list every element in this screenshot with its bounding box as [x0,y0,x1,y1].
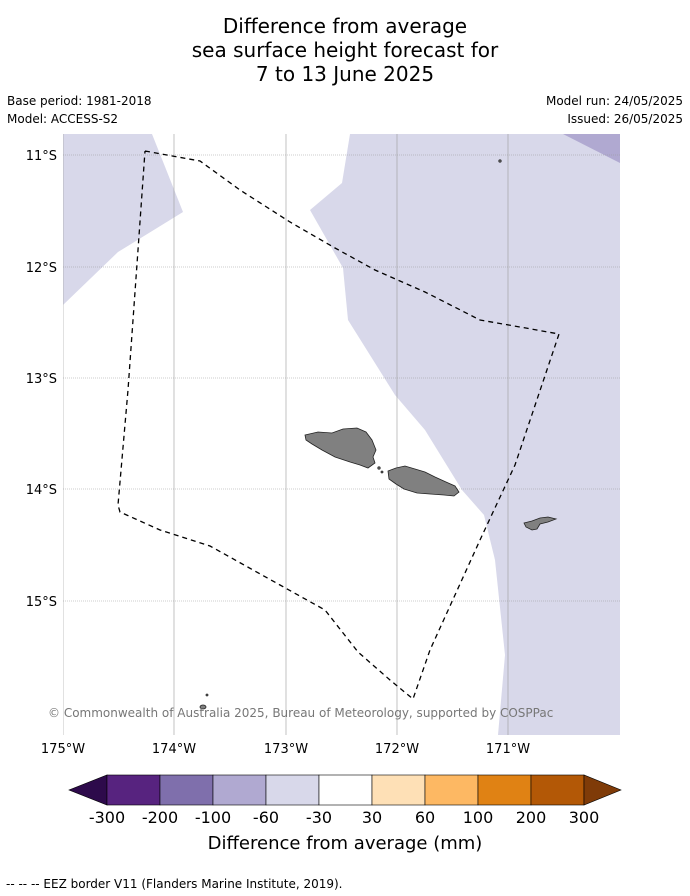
colorbar-segment-3 [212,774,267,806]
colorbar-segment-4 [265,774,320,806]
base-period: Base period: 1981-2018 [7,94,152,108]
lon-label-174w: 174°W [152,742,196,757]
colorbar-segment-1 [106,774,161,806]
islet-southwest [199,704,207,710]
islet-manono [377,466,381,470]
colorbar-segment-7 [424,774,479,806]
island-upolu [387,465,460,497]
title-line-3: 7 to 13 June 2025 [255,62,435,86]
colorbar-tick-label: 30 [361,808,383,827]
copyright-credit: © Commonwealth of Australia 2025, Bureau… [48,706,554,720]
islands [199,159,558,710]
gridlines [63,134,620,735]
model-name: Model: ACCESS-S2 [7,112,119,126]
lon-label-173w: 173°W [264,742,308,757]
islet-north [498,159,502,163]
anomaly-region-northeast-stronger [563,134,620,163]
colorbar-tick-label: -30 [305,808,333,827]
colorbar-segment-6 [371,774,426,806]
colorbar-segment-5 [318,774,373,806]
colorbar-tick-label: -200 [141,808,179,827]
eez-legend-note: -- -- -- EEZ border V11 (Flanders Marine… [6,877,343,891]
anomaly-region-west [63,134,183,305]
islet-southwest-small [205,693,209,697]
islet-apolima [380,470,384,474]
island-tutuila [523,516,558,531]
eez-border [117,150,560,701]
colorbar-segment-8 [477,774,532,806]
colorbar [68,774,622,806]
anomaly-region-east [310,134,620,735]
lat-label-12s: 12°S [26,261,57,276]
colorbar-tick-label: 300 [568,808,600,827]
colorbar-segment-2 [159,774,214,806]
lat-label-14s: 14°S [26,483,57,498]
model-run: Model run: 24/05/2025 [545,94,683,108]
latitude-labels: 11°S 12°S 13°S 14°S 15°S [26,149,57,610]
colorbar-tick-label: 100 [462,808,494,827]
colorbar-title: Difference from average (mm) [207,833,483,854]
lon-label-171w: 171°W [486,742,530,757]
colorbar-segment-9 [530,774,585,806]
issued-date: Issued: 26/05/2025 [567,112,683,126]
title-line-1: Difference from average [222,14,468,38]
colorbar-tick-label: -60 [252,808,280,827]
colorbar-tick-label: 60 [414,808,436,827]
title-line-2: sea surface height forecast for [191,38,499,62]
colorbar-high-extension [583,774,622,806]
colorbar-tick-label: 200 [515,808,547,827]
colorbar-tick-label: -100 [194,808,232,827]
lat-label-15s: 15°S [26,595,57,610]
map-area [63,134,620,735]
chart-title: Difference from average sea surface heig… [0,14,690,86]
island-savaii [304,427,377,469]
lat-label-13s: 13°S [26,372,57,387]
lat-label-11s: 11°S [26,149,57,164]
longitude-labels: 175°W 174°W 173°W 172°W 171°W [41,742,530,757]
colorbar-tick-label: -300 [88,808,126,827]
colorbar-low-extension [68,774,108,806]
lon-label-175w: 175°W [41,742,85,757]
lon-label-172w: 172°W [375,742,419,757]
